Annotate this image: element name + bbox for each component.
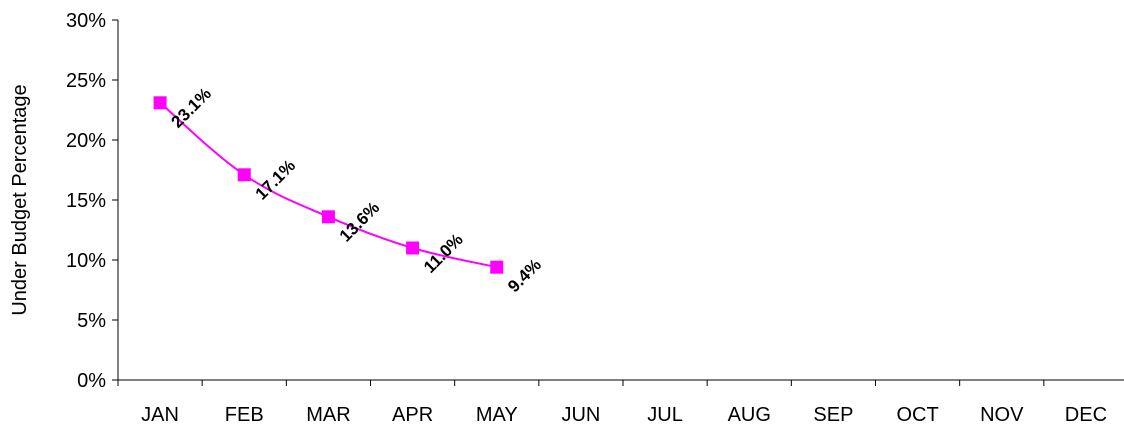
data-label: 11.0% (420, 230, 467, 277)
x-tick-label: AUG (728, 404, 771, 426)
data-point-marker (321, 210, 335, 224)
y-tick-label: 10% (66, 250, 106, 272)
y-tick-label: 15% (66, 190, 106, 212)
y-tick-label: 30% (66, 10, 106, 32)
y-axis-title: Under Budget Percentage (9, 84, 31, 315)
y-tick-label: 25% (66, 70, 106, 92)
data-point-marker (406, 241, 420, 255)
axes (112, 19, 1124, 386)
data-point-marker (237, 168, 251, 182)
x-tick-label: JAN (141, 404, 179, 426)
data-label: 9.4% (504, 255, 545, 296)
x-tick-label: DEC (1065, 404, 1107, 426)
data-label: 23.1% (167, 84, 215, 132)
x-tick-label: APR (392, 404, 433, 426)
x-tick-label: JUN (561, 404, 600, 426)
x-tick-label: NOV (980, 404, 1024, 426)
series (153, 96, 504, 274)
y-tick-label: 0% (77, 370, 106, 392)
y-axis-tick-labels: 0% 5% 10% 15% 20% 25% 30% (66, 10, 106, 392)
x-tick-label: SEP (813, 404, 853, 426)
y-tick-label: 5% (77, 310, 106, 332)
data-point-marker (153, 96, 167, 110)
x-axis-tick-labels: JAN FEB MAR APR MAY JUN JUL AUG SEP OCT NOV DEC (141, 404, 1107, 426)
x-tick-label: OCT (896, 404, 938, 426)
x-tick-label: MAY (476, 404, 518, 426)
data-label: 13.6% (336, 198, 384, 246)
y-tick-label: 20% (66, 130, 106, 152)
x-tick-label: FEB (225, 404, 264, 426)
data-label: 17.1% (252, 156, 300, 204)
x-tick-label: MAR (306, 404, 350, 426)
data-point-marker (490, 260, 504, 274)
data-labels: 23.1% 17.1% 13.6% 11.0% 9.4% (167, 84, 545, 296)
x-tick-label: JUL (647, 404, 683, 426)
